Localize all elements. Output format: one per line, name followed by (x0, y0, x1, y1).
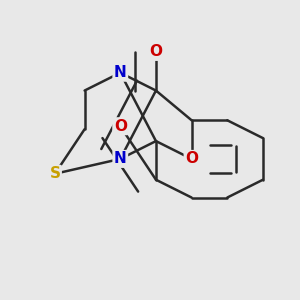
Text: N: N (114, 65, 127, 80)
Text: S: S (50, 166, 60, 181)
Text: O: O (185, 152, 198, 166)
Text: O: O (114, 119, 127, 134)
Text: N: N (114, 152, 127, 166)
Text: O: O (149, 44, 162, 59)
